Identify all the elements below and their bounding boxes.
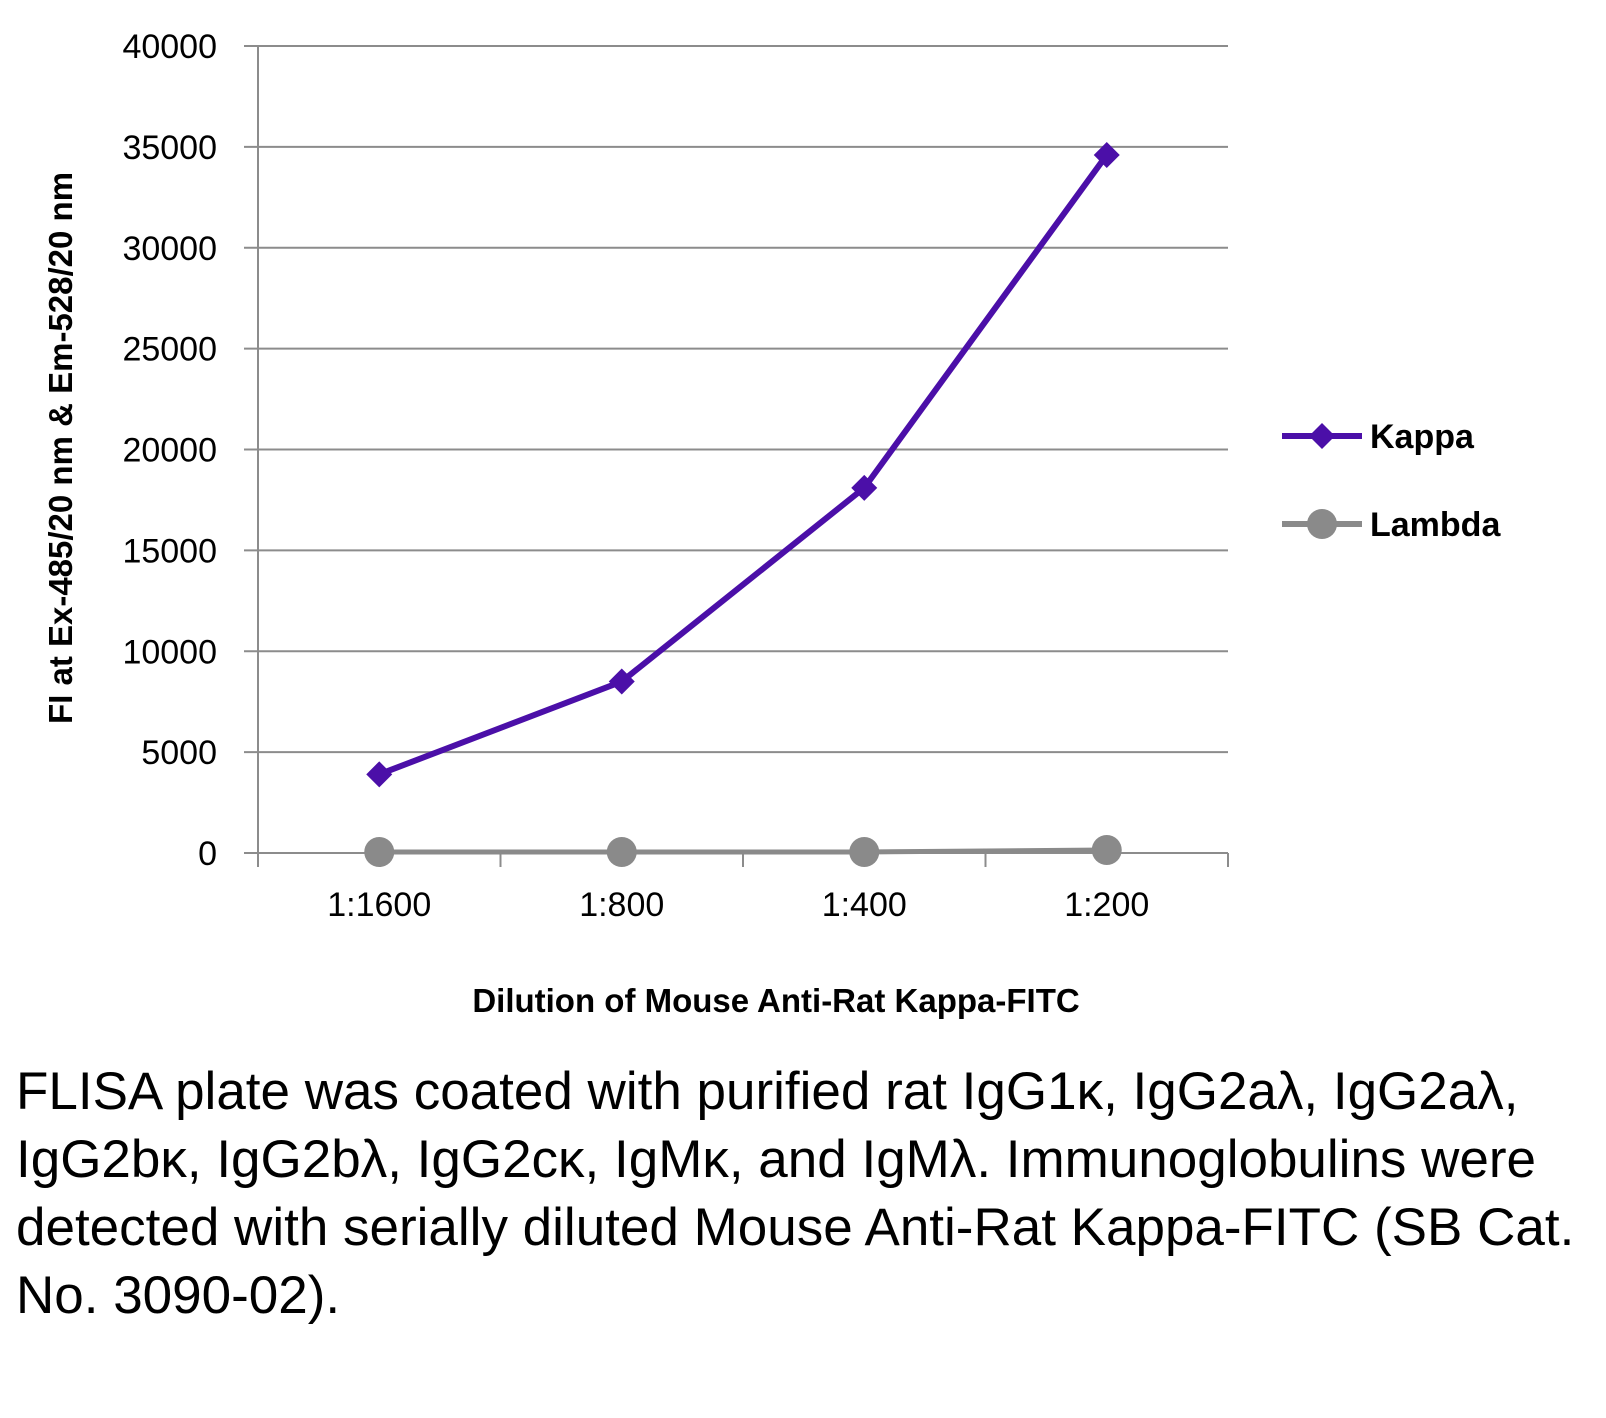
legend-swatch-marker [1307,509,1337,539]
y-tick-label: 10000 [122,633,217,671]
series-kappa [366,141,1120,788]
y-tick-label: 15000 [122,532,217,570]
series-lines [364,141,1122,867]
y-axis-ticks: 0 5000 10000 15000 20000 25000 30000 35000 40000 [122,28,217,873]
y-tick-label: 25000 [122,331,217,369]
kappa-point [1093,141,1120,168]
kappa-point [608,668,635,695]
y-tick-label: 40000 [122,28,217,66]
y-tick-label: 0 [198,835,217,873]
lambda-point [1091,834,1122,865]
x-axis: 1:1600 1:800 1:400 1:200 [244,46,1229,924]
y-tick-label: 5000 [141,734,217,772]
gridlines [244,45,1228,754]
x-tick-label: 1:1600 [327,886,431,924]
y-axis-title: FI at Ex-485/20 nm & Em-528/20 nm [42,172,79,724]
kappa-line [378,153,1110,778]
y-tick-label: 20000 [122,432,217,470]
line-chart: 0 5000 10000 15000 20000 25000 30000 35000 40000… [42,28,1501,1019]
legend-label: Kappa [1370,418,1475,456]
x-axis-title: Dilution of Mouse Anti-Rat Kappa-FITC [472,982,1079,1019]
x-tick-label: 1:200 [1064,886,1149,924]
legend-item-lambda: Lambda [1282,506,1501,544]
legend-swatch-marker [1309,423,1335,449]
lambda-point [849,836,880,867]
x-tick-label: 1:800 [579,886,664,924]
legend-item-kappa: Kappa [1282,418,1475,456]
legend-label: Lambda [1370,506,1501,544]
lambda-point [364,836,395,867]
kappa-point [851,474,878,501]
legend: Kappa Lambda [1282,418,1501,544]
y-tick-label: 30000 [122,230,217,268]
series-lambda [364,834,1122,867]
lambda-point [606,836,637,867]
x-tick-label: 1:400 [822,886,907,924]
lambda-line [379,847,1107,855]
kappa-point [366,761,393,788]
y-tick-label: 35000 [122,129,217,167]
figure-caption: FLISA plate was coated with purified rat… [16,1062,1575,1325]
